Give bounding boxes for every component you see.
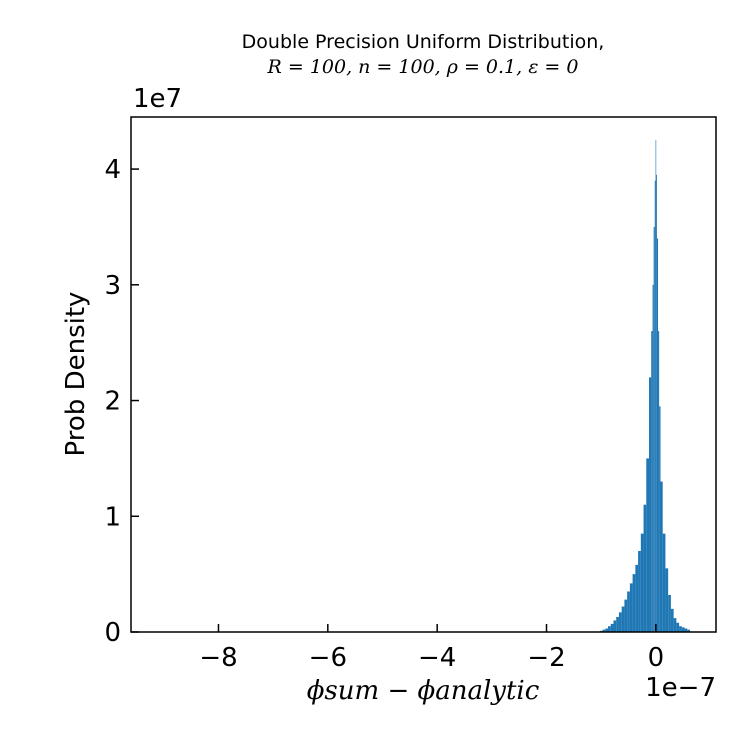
- histogram-bar: [627, 591, 630, 632]
- y-offset-label: 1e7: [133, 84, 183, 114]
- histogram-bar: [602, 629, 606, 632]
- histogram-bar: [624, 599, 628, 632]
- histogram-bar: [646, 458, 650, 632]
- histogram-bar: [679, 626, 682, 632]
- histogram-bar: [610, 623, 614, 632]
- histogram-bar: [655, 140, 657, 632]
- histogram-bar: [654, 180, 656, 632]
- histogram-bar: [687, 629, 691, 632]
- x-tick-label: −8: [199, 643, 237, 673]
- histogram-bar: [629, 583, 633, 632]
- histogram-bar: [618, 612, 622, 632]
- histogram-bar: [668, 594, 671, 632]
- bars-group: [599, 140, 691, 632]
- histogram-bar: [635, 564, 639, 632]
- histogram-bar: [676, 622, 680, 632]
- histogram-bar: [659, 406, 661, 632]
- histogram-bar: [605, 628, 609, 632]
- histogram-bar: [656, 238, 659, 632]
- x-axis-label: ϕsum − ϕanalytic: [306, 676, 540, 706]
- histogram-bar: [632, 574, 636, 632]
- x-tick-label: −2: [527, 643, 565, 673]
- y-tick-label: 4: [104, 155, 121, 185]
- chart-subtitle: R = 100, n = 100, ρ = 0.1, ε = 0: [267, 56, 579, 78]
- histogram-bar: [621, 606, 625, 632]
- histogram-bar: [681, 627, 685, 632]
- x-offset-label: 1e−7: [645, 673, 716, 703]
- x-ticks-group: −8 −6 −4 −2 0: [199, 624, 664, 673]
- chart-title: Double Precision Uniform Distribution,: [241, 31, 605, 53]
- x-tick-label: −6: [309, 643, 347, 673]
- histogram-bar: [665, 568, 669, 632]
- y-tick-label: 2: [104, 387, 121, 417]
- x-tick-label: 0: [648, 643, 665, 673]
- histogram-bar: [684, 628, 688, 632]
- histogram-bar: [653, 226, 655, 632]
- y-ticks-group: 0 1 2 3 4: [104, 155, 139, 648]
- histogram-bar: [616, 616, 619, 632]
- y-tick-label: 1: [104, 502, 121, 532]
- y-tick-label: 3: [104, 271, 121, 301]
- histogram-bar: [638, 550, 641, 632]
- histogram-bar: [608, 626, 611, 632]
- histogram-bar: [673, 618, 677, 632]
- histogram-bar: [658, 331, 660, 632]
- histogram-bar: [670, 608, 674, 632]
- histogram-bar: [640, 533, 644, 632]
- histogram-bar: [662, 533, 666, 632]
- histogram-bar: [649, 377, 652, 632]
- histogram-bar: [643, 504, 647, 632]
- histogram-bar: [660, 481, 663, 632]
- y-tick-label: 0: [104, 618, 121, 648]
- x-tick-label: −4: [418, 643, 456, 673]
- histogram-bar: [613, 620, 617, 632]
- histogram-bar: [656, 174, 657, 632]
- histogram-bar: [652, 284, 654, 632]
- histogram-bar: [651, 331, 653, 632]
- plot-frame: [130, 116, 717, 633]
